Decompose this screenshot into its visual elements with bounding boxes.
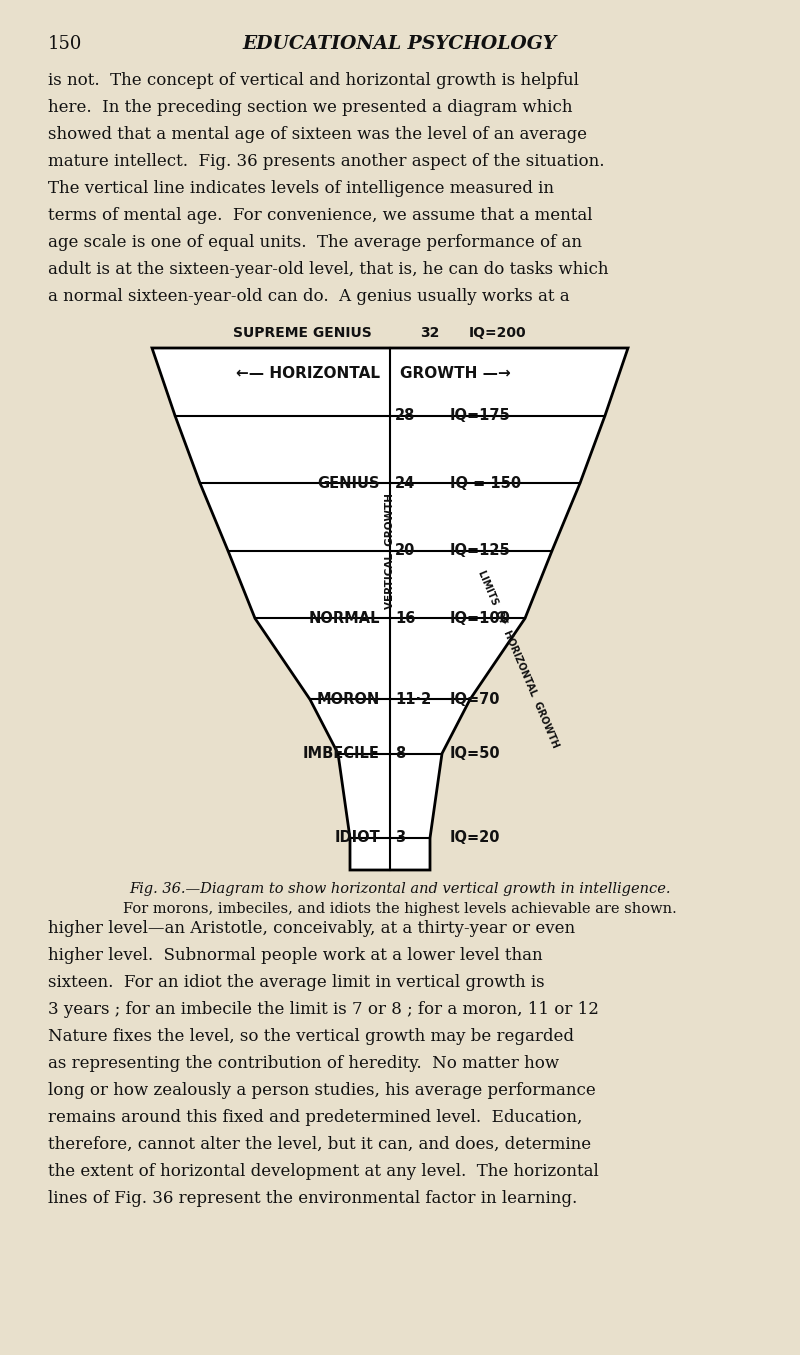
Polygon shape xyxy=(152,348,628,870)
Text: as representing the contribution of heredity.  No matter how: as representing the contribution of here… xyxy=(48,1056,559,1072)
Text: 11·2: 11·2 xyxy=(395,692,431,707)
Text: 3: 3 xyxy=(395,831,405,846)
Text: LIMITS  OF  HORIZONTAL  GROWTH: LIMITS OF HORIZONTAL GROWTH xyxy=(476,569,561,749)
Text: GROWTH —→: GROWTH —→ xyxy=(400,366,510,381)
Text: here.  In the preceding section we presented a diagram which: here. In the preceding section we presen… xyxy=(48,99,573,117)
Text: lines of Fig. 36 represent the environmental factor in learning.: lines of Fig. 36 represent the environme… xyxy=(48,1190,578,1207)
Text: ←— HORIZONTAL: ←— HORIZONTAL xyxy=(236,366,380,381)
Text: the extent of horizontal development at any level.  The horizontal: the extent of horizontal development at … xyxy=(48,1163,598,1180)
Text: GENIUS: GENIUS xyxy=(318,476,380,491)
Text: long or how zealously a person studies, his average performance: long or how zealously a person studies, … xyxy=(48,1083,596,1099)
Text: IMBECILE: IMBECILE xyxy=(303,747,380,762)
Text: 32: 32 xyxy=(420,327,440,340)
Text: IQ=100: IQ=100 xyxy=(450,611,511,626)
Text: age scale is one of equal units.  The average performance of an: age scale is one of equal units. The ave… xyxy=(48,234,582,251)
Text: SUPREME GENIUS: SUPREME GENIUS xyxy=(233,327,371,340)
Text: 28: 28 xyxy=(395,408,415,423)
Text: The vertical line indicates levels of intelligence measured in: The vertical line indicates levels of in… xyxy=(48,180,554,196)
Text: showed that a mental age of sixteen was the level of an average: showed that a mental age of sixteen was … xyxy=(48,126,587,144)
Text: therefore, cannot alter the level, but it can, and does, determine: therefore, cannot alter the level, but i… xyxy=(48,1135,591,1153)
Text: IQ=175: IQ=175 xyxy=(450,408,510,423)
Text: IQ = 150: IQ = 150 xyxy=(450,476,521,491)
Text: is not.  The concept of vertical and horizontal growth is helpful: is not. The concept of vertical and hori… xyxy=(48,72,579,89)
Text: IQ=125: IQ=125 xyxy=(450,543,510,558)
Text: NORMAL: NORMAL xyxy=(309,611,380,626)
Text: 3 years ; for an imbecile the limit is 7 or 8 ; for a moron, 11 or 12: 3 years ; for an imbecile the limit is 7… xyxy=(48,1001,599,1018)
Text: IQ=200: IQ=200 xyxy=(469,327,527,340)
Text: VERTICAL  GROWTH: VERTICAL GROWTH xyxy=(385,493,395,608)
Text: Nature fixes the level, so the vertical growth may be regarded: Nature fixes the level, so the vertical … xyxy=(48,1028,574,1045)
Text: adult is at the sixteen-year-old level, that is, he can do tasks which: adult is at the sixteen-year-old level, … xyxy=(48,262,609,278)
Text: IQ=70: IQ=70 xyxy=(450,692,501,707)
Text: 16: 16 xyxy=(395,611,415,626)
Text: remains around this fixed and predetermined level.  Education,: remains around this fixed and predetermi… xyxy=(48,1108,582,1126)
Text: higher level.  Subnormal people work at a lower level than: higher level. Subnormal people work at a… xyxy=(48,947,542,963)
Text: 20: 20 xyxy=(395,543,415,558)
Text: For morons, imbeciles, and idiots the highest levels achievable are shown.: For morons, imbeciles, and idiots the hi… xyxy=(123,902,677,916)
Text: IDIOT: IDIOT xyxy=(334,831,380,846)
Text: MORON: MORON xyxy=(317,692,380,707)
Text: Fig. 36.—Diagram to show horizontal and vertical growth in intelligence.: Fig. 36.—Diagram to show horizontal and … xyxy=(130,882,670,896)
Text: mature intellect.  Fig. 36 presents another aspect of the situation.: mature intellect. Fig. 36 presents anoth… xyxy=(48,153,605,169)
Text: higher level—an Aristotle, conceivably, at a thirty-year or even: higher level—an Aristotle, conceivably, … xyxy=(48,920,575,938)
Text: terms of mental age.  For convenience, we assume that a mental: terms of mental age. For convenience, we… xyxy=(48,207,593,224)
Text: IQ=50: IQ=50 xyxy=(450,747,501,762)
Text: a normal sixteen-year-old can do.  A genius usually works at a: a normal sixteen-year-old can do. A geni… xyxy=(48,289,570,305)
Text: 24: 24 xyxy=(395,476,415,491)
Text: sixteen.  For an idiot the average limit in vertical growth is: sixteen. For an idiot the average limit … xyxy=(48,974,545,991)
Text: 8: 8 xyxy=(395,747,406,762)
Text: EDUCATIONAL PSYCHOLOGY: EDUCATIONAL PSYCHOLOGY xyxy=(243,35,557,53)
Text: IQ=20: IQ=20 xyxy=(450,831,501,846)
Text: 150: 150 xyxy=(48,35,82,53)
